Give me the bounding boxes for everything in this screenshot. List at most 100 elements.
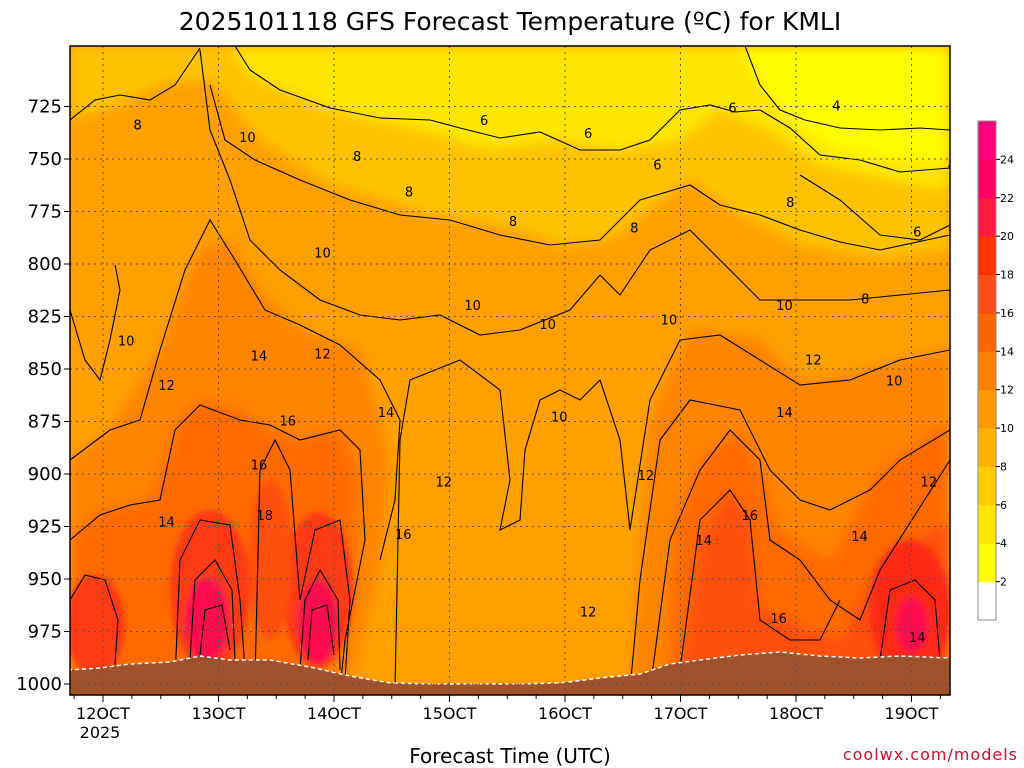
colorbar-swatch [978, 581, 996, 621]
contour-label: 14 [158, 515, 175, 530]
colorbar-label: 24 [1000, 153, 1014, 166]
colorbar-swatch [978, 466, 996, 506]
contour-label: 14 [378, 406, 395, 421]
contour-8-upper [70, 47, 201, 121]
x-axis-label: Forecast Time (UTC) [409, 744, 611, 768]
colorbar-swatch [978, 389, 996, 429]
contour-16-b [174, 519, 246, 681]
contour-label: 8 [353, 150, 361, 165]
y-axis: 725 750 775 800 825 850 875 900 925 950 975 1000 [16, 97, 70, 695]
colorbar-swatch [978, 504, 996, 544]
contour-label: 12 [314, 347, 331, 362]
core-22-a [185, 578, 229, 662]
y-tick-label: 750 [28, 149, 62, 170]
y-tick-label: 875 [28, 412, 62, 433]
y-tick-label: 775 [28, 202, 62, 223]
contour-12-left [70, 218, 401, 561]
contour-label: 12 [805, 354, 822, 369]
colorbar-swatch [978, 312, 996, 352]
contour-label: 14 [251, 349, 268, 364]
chart-title: 2025101118 GFS Forecast Temperature (ºC)… [179, 7, 841, 36]
contour-10-mid [394, 334, 950, 691]
contour-label: 8 [861, 293, 869, 308]
colorbar-swatch [978, 351, 996, 391]
credit-text: coolwx.com/models [843, 745, 1018, 764]
horizontal-grid [70, 106, 950, 685]
contour-14-right [649, 429, 950, 691]
contour-12-right [629, 399, 950, 691]
contour-label: 14 [851, 530, 868, 545]
y-tick-label: 725 [28, 97, 62, 118]
x-tick-label: 15OCT [423, 704, 477, 723]
vertical-grid [102, 46, 912, 695]
contour-label: 14 [695, 534, 712, 549]
contour-10-left [70, 264, 121, 382]
colorbar-swatch [978, 274, 996, 314]
core-16-d [248, 480, 292, 640]
contour-label: 16 [251, 459, 268, 474]
contour-20-b [307, 604, 335, 661]
colorbar-label: 20 [1000, 230, 1014, 243]
x-axis-year: 2025 [80, 723, 121, 742]
contour-label: 16 [280, 415, 297, 430]
contour-6-upper [234, 46, 950, 173]
colorbar-label: 4 [1000, 537, 1007, 550]
colorbar-swatch [978, 236, 996, 276]
colorbar-label: 16 [1000, 307, 1014, 320]
contour-18-a [189, 559, 236, 661]
contour-label: 10 [118, 335, 135, 350]
colorbar-label: 10 [1000, 422, 1014, 435]
x-tick-label: 13OCT [192, 704, 246, 723]
colorbar-label: 12 [1000, 384, 1014, 397]
colorbar-swatch [978, 159, 996, 199]
contour-label: 6 [480, 114, 488, 129]
y-tick-label: 975 [28, 622, 62, 643]
contour-label: 10 [886, 375, 903, 390]
contour-label: 10 [551, 410, 568, 425]
contour-lines [70, 46, 950, 691]
x-axis: 12OCT 13OCT 14OCT 15OCT 16OCT 17OCT 18OCT 19OCT [73, 695, 941, 723]
contour-8-mid [209, 84, 950, 251]
colorbar-label: 8 [1000, 460, 1007, 473]
y-tick-label: 1000 [16, 674, 62, 695]
contour-label: 12 [580, 606, 597, 621]
contour-label: 10 [314, 247, 331, 262]
contour-label: 16 [395, 528, 412, 543]
contour-label: 10 [539, 318, 556, 333]
field-band-2-4 [740, 46, 950, 160]
colorbar-label: 22 [1000, 192, 1014, 205]
y-tick-label: 850 [28, 359, 62, 380]
core-18-a [70, 575, 125, 675]
contour-14-left [70, 404, 366, 691]
plot-area: 8 10 8 6 6 6 6 4 4 8 8 8 8 6 10 10 10 10 10 8 10 14 12 12 12 10 14… [70, 46, 956, 695]
y-tick-label: 900 [28, 464, 62, 485]
contour-label: 6 [653, 158, 661, 173]
contour-label: 10 [464, 299, 481, 314]
y-tick-label: 825 [28, 307, 62, 328]
contour-label: 8 [405, 186, 413, 201]
contour-label: 8 [134, 118, 142, 133]
contour-label: 6 [728, 102, 736, 117]
contour-label: 16 [770, 612, 787, 627]
contour-label: 10 [239, 131, 256, 146]
contour-label: 8 [509, 215, 517, 230]
contour-4-upper [744, 46, 950, 131]
core-22-b [298, 580, 338, 664]
plot-frame [69, 45, 951, 696]
contour-label: 12 [638, 469, 655, 484]
x-tick-label: 19OCT [885, 704, 939, 723]
contour-label: 12 [158, 379, 175, 394]
x-tick-label: 18OCT [769, 704, 823, 723]
contour-label: 12 [921, 475, 938, 490]
contour-label: 4 [948, 158, 956, 173]
x-tick-label: 12OCT [76, 704, 130, 723]
colorbar-swatch [978, 121, 996, 160]
contour-10-upper [199, 49, 950, 336]
x-tick-label: 16OCT [538, 704, 592, 723]
contour-16-a [70, 574, 119, 666]
contour-20-a [199, 604, 231, 656]
contour-6-lower [799, 174, 950, 241]
y-tick-label: 800 [28, 254, 62, 275]
